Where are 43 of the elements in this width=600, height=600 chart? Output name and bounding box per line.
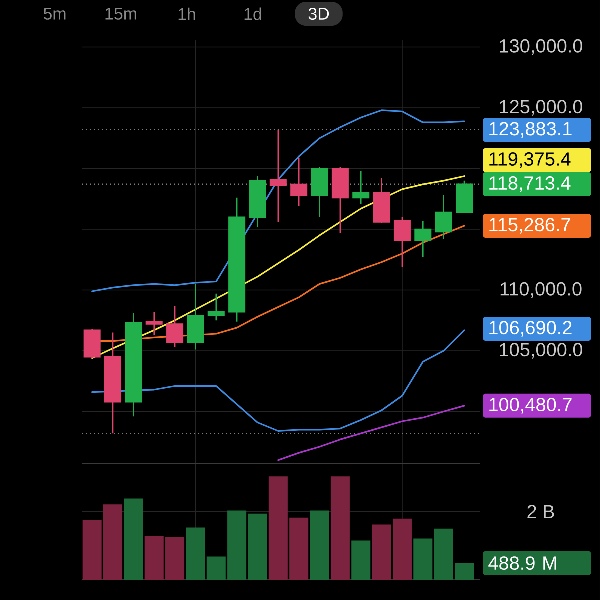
bar [330, 476, 350, 580]
candlestick [352, 170, 370, 205]
candlestick [249, 175, 266, 228]
bar [414, 538, 433, 580]
bar [124, 498, 144, 580]
data-label: 123,883.1 [490, 122, 572, 138]
candlestick [373, 178, 390, 224]
candlestick [311, 166, 328, 218]
bar [310, 510, 330, 580]
y-tick-label: 130,000.0 [500, 39, 583, 56]
candlestick [166, 305, 184, 348]
candlestick [394, 216, 411, 268]
text: 488.9 M [488, 556, 556, 570]
text: 5m [44, 8, 66, 20]
bar [352, 540, 371, 580]
data-label: 115,286.7 [490, 218, 570, 234]
candlestick [414, 220, 432, 258]
y-tick-label: 105,000.0 [500, 343, 583, 359]
candlestick [104, 332, 122, 434]
candlestick [332, 166, 349, 234]
candlestick [270, 129, 287, 223]
candlestick [208, 293, 225, 322]
candlestick [84, 328, 101, 359]
ref-line-label: 118,713.4 [490, 176, 571, 192]
data-label: 106,690.2 [490, 321, 572, 337]
y-tick-label: 110,000.0 [500, 282, 582, 298]
text: 15m [106, 8, 136, 20]
candlestick [187, 284, 204, 350]
data-label: 100,480.7 [490, 398, 572, 414]
text: 1h [178, 8, 196, 20]
bar [186, 528, 206, 580]
candlestick [125, 312, 142, 418]
candlestick [228, 197, 246, 323]
candlestick [146, 311, 163, 336]
y-tick-label: 2 B [528, 505, 554, 518]
candlestick [290, 157, 308, 208]
text: 3D [308, 8, 330, 20]
y-tick-label: 125,000.0 [500, 100, 583, 116]
candlestick [456, 180, 474, 214]
line-series [92, 110, 466, 292]
data-label: 119,375.4 [490, 152, 571, 168]
candlestick [435, 194, 452, 240]
text: 1d [244, 8, 262, 20]
